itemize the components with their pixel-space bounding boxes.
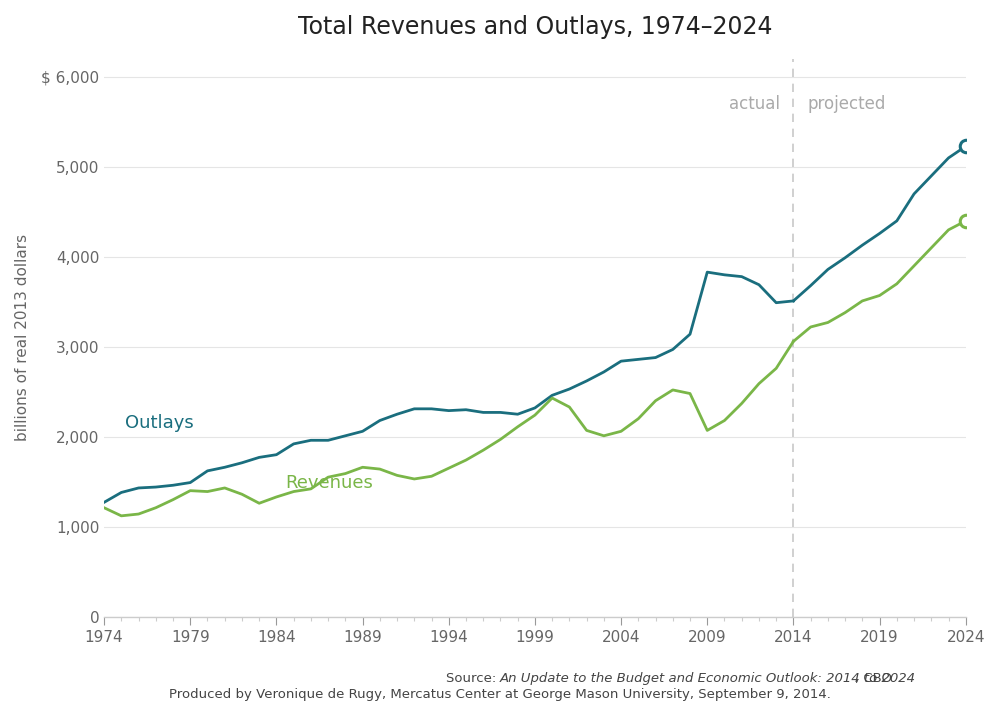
Text: Source:: Source: xyxy=(446,672,500,685)
Text: An Update to the Budget and Economic Outlook: 2014 to 2024: An Update to the Budget and Economic Out… xyxy=(500,672,916,685)
Text: Revenues: Revenues xyxy=(285,473,373,492)
Text: , CBO.: , CBO. xyxy=(855,672,896,685)
Text: Outlays: Outlays xyxy=(125,414,194,432)
Y-axis label: billions of real 2013 dollars: billions of real 2013 dollars xyxy=(15,234,30,442)
Text: projected: projected xyxy=(807,95,886,113)
Text: actual: actual xyxy=(729,95,780,113)
Title: Total Revenues and Outlays, 1974–2024: Total Revenues and Outlays, 1974–2024 xyxy=(298,15,772,39)
Text: Produced by Veronique de Rugy, Mercatus Center at George Mason University, Septe: Produced by Veronique de Rugy, Mercatus … xyxy=(169,688,831,701)
